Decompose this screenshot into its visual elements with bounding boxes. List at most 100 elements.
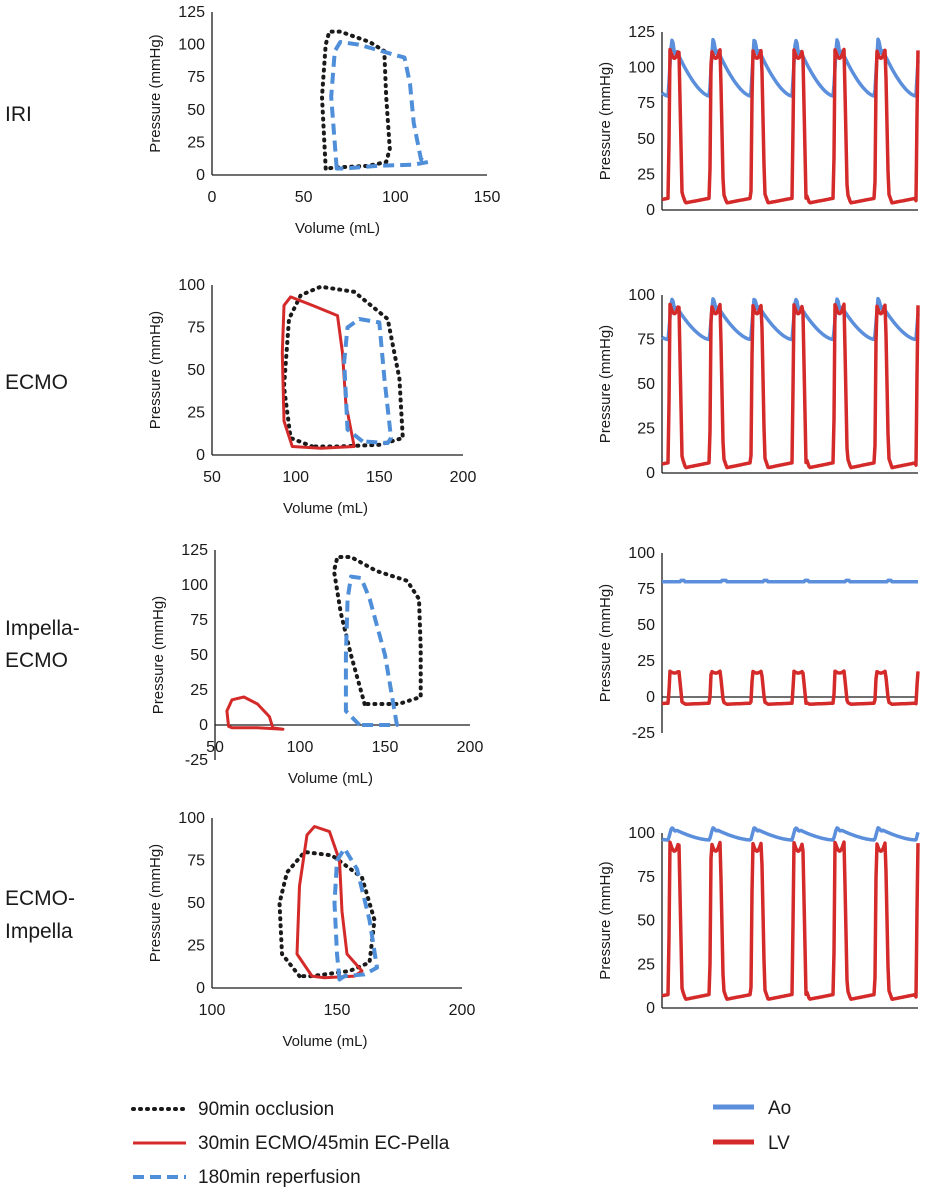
- pv-loop-reperfusion: [332, 846, 379, 982]
- pv-xtick-label: 100: [382, 189, 409, 206]
- waveform-ytick-label: 75: [637, 332, 655, 349]
- pv-ytick-label: 50: [190, 647, 208, 664]
- waveform-y-axis-title: Pressure (mmHg): [597, 861, 614, 979]
- pv-loop-ecmo-pella: [295, 825, 364, 980]
- waveform-ytick-label: 100: [628, 60, 655, 77]
- pv-xtick-label: 100: [287, 739, 314, 756]
- waveform-ytick-label: 25: [637, 166, 655, 183]
- waveform-chart-impella-ecmo: -25 0 25 50 75 100 Pressure (mmHg): [597, 545, 920, 742]
- waveform-ytick-label: 50: [637, 913, 655, 930]
- row-label-ecmo-impella-line-1: ECMO-: [5, 887, 75, 910]
- pv-loop-occlusion: [332, 555, 423, 706]
- waveform-ytick-label: 100: [628, 545, 655, 562]
- pv-ytick-label: 125: [181, 542, 208, 559]
- waveform-chart-iri: 0 25 50 75 100 125 Pressure (mmHg): [597, 24, 920, 219]
- row-label-iri-line-1: IRI: [5, 103, 32, 126]
- pv-xtick-label: 100: [199, 1002, 226, 1019]
- waveform-series-ao: [661, 578, 919, 584]
- pv-ytick-label: 0: [199, 717, 208, 734]
- waveform-y-axis-title: Pressure (mmHg): [597, 584, 614, 702]
- waveform-ytick-label: -25: [632, 725, 655, 742]
- pv-xtick-label: 150: [324, 1002, 351, 1019]
- row-label-ecmo-line-1: ECMO: [5, 371, 68, 394]
- pv-y-axis-title: Pressure (mmHg): [147, 844, 164, 962]
- waveform-series-ao: [660, 37, 920, 98]
- pv-ytick-label: 100: [178, 277, 205, 294]
- waveform-series-lv: [661, 47, 920, 205]
- pv-loop-reperfusion: [343, 574, 399, 727]
- pv-loop-chart-ecmo-impella: 0 25 50 75 100 100 150 200 Pressure (mmHg) Volume…: [147, 810, 475, 1050]
- waveform-ytick-label: 0: [646, 1000, 655, 1017]
- row-label-ecmo-impella-line-2: Impella: [5, 920, 73, 943]
- pv-loop-chart-ecmo: 0 25 50 75 100 50 100 150 200 Pressure (mmHg) Volu…: [147, 277, 476, 517]
- pv-xtick-label: 50: [295, 189, 313, 206]
- pv-xtick-label: 50: [206, 739, 224, 756]
- pv-loop-reperfusion: [342, 317, 393, 446]
- waveform-series-lv: [661, 840, 920, 1001]
- row-label-impella-ecmo-line-2: ECMO: [5, 649, 68, 672]
- pv-ytick-label: 25: [187, 134, 205, 151]
- waveform-ytick-label: 75: [637, 95, 655, 112]
- waveform-ytick-label: 100: [628, 287, 655, 304]
- waveform-ytick-label: 25: [637, 653, 655, 670]
- pv-ytick-label: 125: [178, 4, 205, 21]
- pv-ytick-label: 75: [187, 320, 205, 337]
- waveform-ytick-label: 75: [637, 581, 655, 598]
- pv-ytick-label: 75: [190, 612, 208, 629]
- waveform-chart-ecmo: 0 25 50 75 100 Pressure (mmHg): [597, 287, 920, 482]
- pv-ytick-label: 25: [190, 682, 208, 699]
- pv-ytick-label: 50: [187, 895, 205, 912]
- waveform-series-ao: [661, 296, 920, 342]
- pv-ytick-label: 75: [187, 853, 205, 870]
- pv-loop-ecmo-pella: [280, 295, 356, 450]
- pv-loop-chart-impella-ecmo: -25 0 25 50 75 100 125 50 100 150 200 Pressure (mmH…: [150, 542, 483, 787]
- pv-ytick-label: 0: [196, 980, 205, 997]
- pv-x-axis-title: Volume (mL): [288, 770, 373, 787]
- waveform-ytick-label: 125: [628, 24, 655, 41]
- legend-label-reperfusion: 180min reperfusion: [198, 1167, 361, 1188]
- waveform-ytick-label: 0: [646, 465, 655, 482]
- waveform-y-axis-title: Pressure (mmHg): [597, 62, 614, 180]
- pv-ytick-label: 100: [181, 577, 208, 594]
- pv-loop-chart-iri: 0 25 50 75 100 125 0 50 100 150 Pressure (mmHg) Vol…: [147, 4, 500, 237]
- pv-ytick-label: 100: [178, 37, 205, 54]
- waveform-chart-ecmo-impella: 0 25 50 75 100 Pressure (mmHg): [597, 825, 920, 1017]
- waveform-ytick-label: 50: [637, 131, 655, 148]
- pv-x-axis-title: Volume (mL): [283, 500, 368, 517]
- waveform-series-lv: [661, 302, 920, 470]
- pv-x-axis-title: Volume (mL): [295, 220, 380, 237]
- pv-loop-occlusion: [282, 284, 405, 449]
- waveform-ytick-label: 25: [637, 956, 655, 973]
- waveform-series-lv: [661, 669, 920, 706]
- legend-waveforms: Ao LV: [713, 1098, 791, 1154]
- waveform-ytick-label: 50: [637, 617, 655, 634]
- waveform-ytick-label: 0: [646, 202, 655, 219]
- pv-ytick-label: 50: [187, 362, 205, 379]
- legend-label-ao: Ao: [768, 1098, 791, 1119]
- legend-label-occlusion: 90min occlusion: [198, 1099, 334, 1120]
- pv-ytick-label: 25: [187, 405, 205, 422]
- pv-ytick-label: 25: [187, 938, 205, 955]
- pv-xtick-label: 200: [450, 469, 477, 486]
- waveform-series-ao: [661, 826, 920, 842]
- waveform-ytick-label: 0: [646, 689, 655, 706]
- waveform-ytick-label: 25: [637, 421, 655, 438]
- pv-ytick-label: 100: [178, 810, 205, 827]
- pv-loop-occlusion: [277, 850, 377, 979]
- legend-label-lv: LV: [768, 1133, 790, 1154]
- pv-ytick-label: 75: [187, 69, 205, 86]
- pv-xtick-label: 0: [208, 189, 217, 206]
- legend-label-ecmo-pella: 30min ECMO/45min EC-Pella: [198, 1133, 450, 1154]
- waveform-ytick-label: 75: [637, 869, 655, 886]
- pv-y-axis-title: Pressure (mmHg): [147, 311, 164, 429]
- pv-ytick-label: 0: [196, 447, 205, 464]
- legend-pv-loops: 90min occlusion 30min ECMO/45min EC-Pell…: [131, 1099, 450, 1188]
- pv-xtick-label: 200: [457, 739, 484, 756]
- waveform-y-axis-title: Pressure (mmHg): [597, 325, 614, 443]
- pv-ytick-label: 0: [196, 167, 205, 184]
- pv-ytick-label: -25: [185, 752, 208, 769]
- pv-y-axis-title: Pressure (mmHg): [150, 596, 167, 714]
- pv-xtick-label: 150: [474, 189, 501, 206]
- pv-loop-ecmo-pella: [225, 695, 285, 731]
